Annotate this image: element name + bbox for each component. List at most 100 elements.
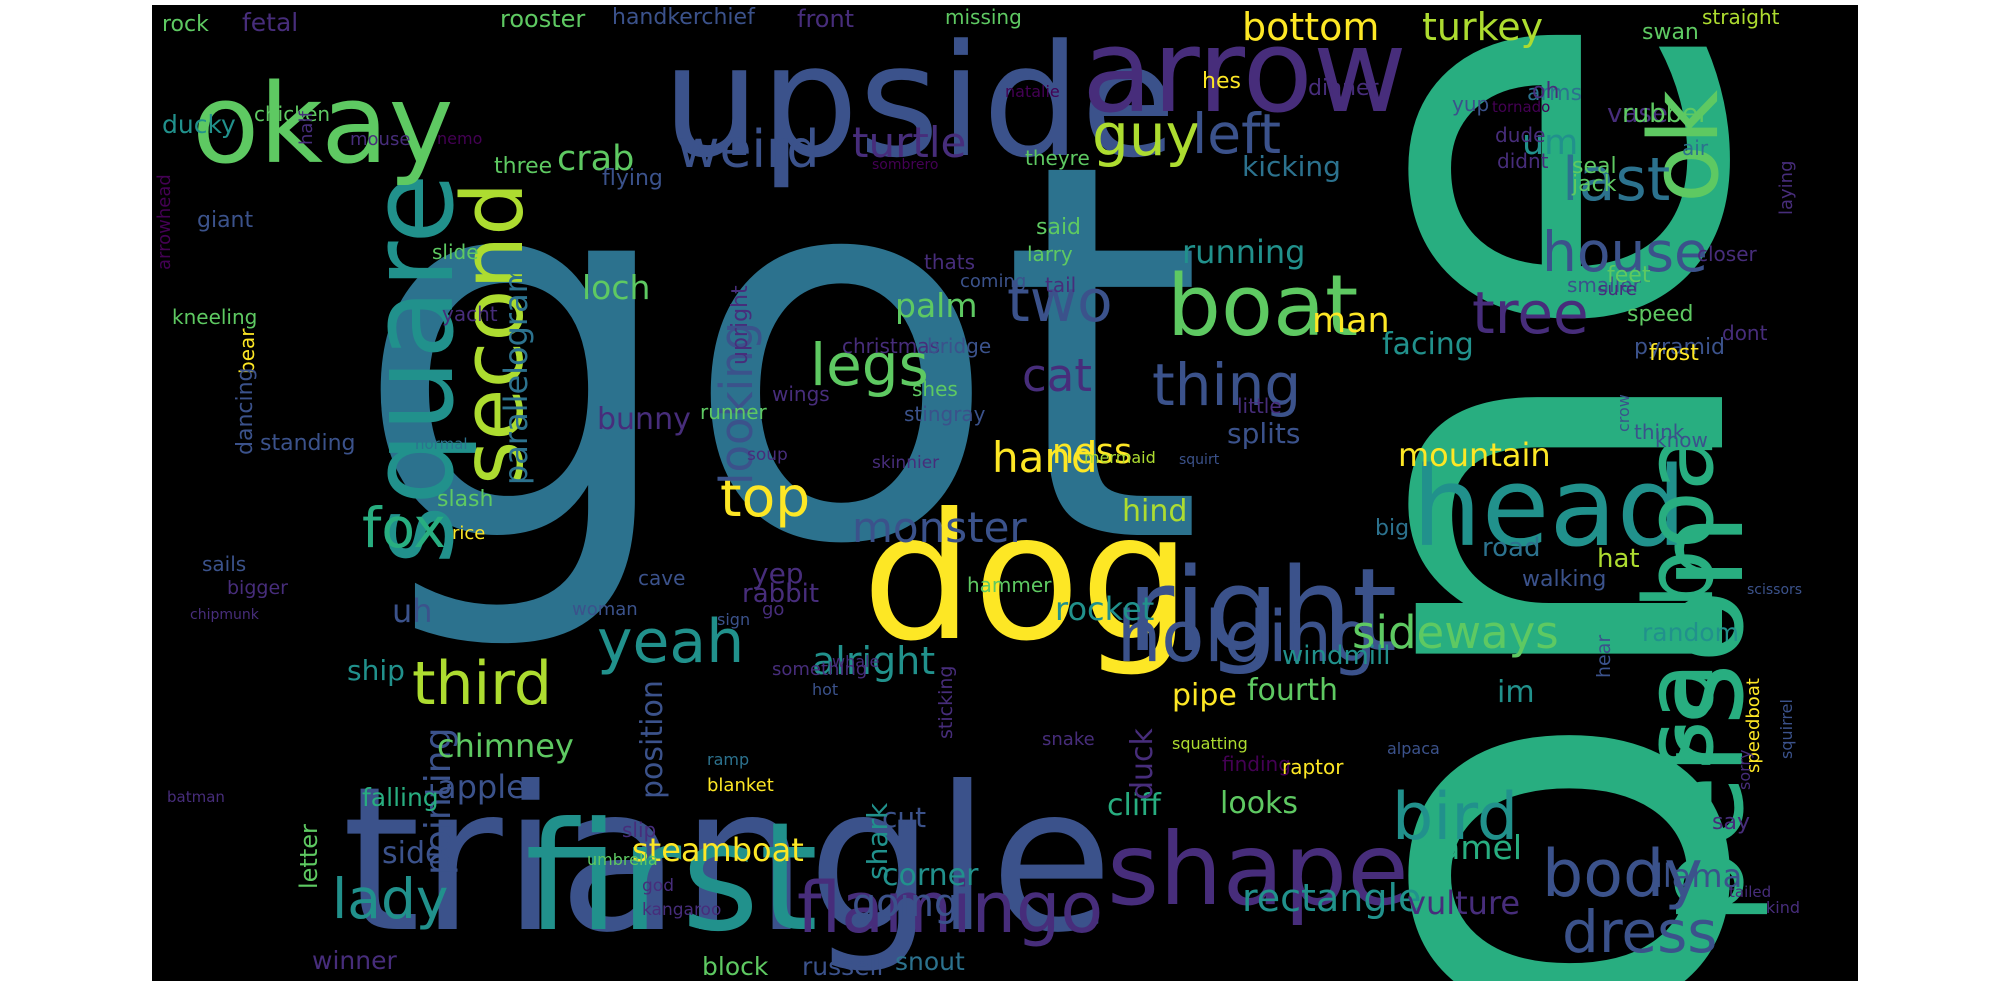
cloud-word-winner: winner xyxy=(312,946,397,975)
cloud-word-last: last xyxy=(1562,145,1670,215)
cloud-word-woman: woman xyxy=(572,599,638,620)
cloud-word-squirt: squirt xyxy=(1179,452,1220,468)
cloud-word-said: said xyxy=(1036,215,1081,240)
cloud-word-fox: fox xyxy=(362,496,446,560)
cloud-word-umbrella: umbrella xyxy=(587,850,658,869)
cloud-word-sign: sign xyxy=(717,610,750,629)
cloud-word-little: little xyxy=(1237,394,1282,418)
cloud-word-rubber: rubber xyxy=(1622,99,1709,129)
cloud-word-boat: boat xyxy=(1167,257,1358,356)
cloud-word-speedboat: speedboat xyxy=(1743,678,1764,773)
cloud-word-yacht: yacht xyxy=(442,302,498,326)
cloud-word-letter: letter xyxy=(295,824,323,889)
cloud-word-standing: standing xyxy=(260,431,356,456)
cloud-word-coming: coming xyxy=(960,271,1026,292)
cloud-word-arrow: arrow xyxy=(1082,5,1407,139)
cloud-word-arms: arms xyxy=(1527,81,1582,106)
cloud-word-bunny: bunny xyxy=(597,402,691,437)
cloud-word-rock: rock xyxy=(162,12,209,37)
cloud-word-bridge: bridge xyxy=(927,334,991,358)
cloud-word-camel: camel xyxy=(1422,828,1522,867)
cloud-word-arrowhead: arrowhead xyxy=(154,174,175,270)
cloud-word-kind: kind xyxy=(1766,898,1800,917)
cloud-word-tornado: tornado xyxy=(1492,98,1550,116)
cloud-word-ship: ship xyxy=(347,654,405,687)
cloud-word-cat: cat xyxy=(1022,349,1092,402)
cloud-word-third: third xyxy=(412,649,552,719)
cloud-word-second: second xyxy=(444,182,543,485)
cloud-word-natalie: natalie xyxy=(1005,82,1060,101)
cloud-word-alright: alright xyxy=(812,639,935,683)
cloud-word-looking: looking xyxy=(710,322,763,485)
cloud-word-person: person xyxy=(1632,514,1771,925)
cloud-word-straight: straight xyxy=(1702,5,1780,29)
cloud-word-wings: wings xyxy=(772,382,830,406)
cloud-word-swan: swan xyxy=(1642,20,1699,45)
cloud-word-side: side xyxy=(382,836,443,871)
cloud-word-um: um xyxy=(1522,123,1578,163)
cloud-word-hind: hind xyxy=(1122,494,1187,529)
cloud-word-ness: ness xyxy=(1052,432,1132,472)
cloud-word-guy: guy xyxy=(1092,101,1200,169)
cloud-word-squirrel: squirrel xyxy=(1777,699,1796,759)
cloud-word-man: man xyxy=(1312,301,1390,341)
cloud-word-hear: hear xyxy=(1593,635,1615,678)
cloud-word-road: road xyxy=(1482,533,1540,563)
cloud-word-frost: frost xyxy=(1649,341,1699,366)
cloud-word-tailed: tailed xyxy=(1729,883,1771,901)
cloud-word-top: top xyxy=(720,465,810,529)
cloud-word-thats: thats xyxy=(924,250,975,274)
cloud-word-sailboat: sailboat xyxy=(1625,396,1735,770)
cloud-word-hot: hot xyxy=(812,680,838,699)
cloud-word-batman: batman xyxy=(167,788,225,806)
cloud-word-random: random xyxy=(1642,618,1739,647)
cloud-word-running: running xyxy=(1182,233,1305,271)
cloud-word-first: first xyxy=(525,791,818,965)
cloud-word-russell: russell xyxy=(802,952,883,981)
cloud-word-front: front xyxy=(797,5,854,33)
cloud-word-turtle: turtle xyxy=(852,118,966,167)
cloud-word-theyre: theyre xyxy=(1025,146,1090,170)
cloud-word-chimney: chimney xyxy=(437,727,574,765)
cloud-word-upside: upside xyxy=(662,11,1176,192)
cloud-word-parallelogram: parallelogram xyxy=(497,262,535,485)
cloud-word-slide: slide xyxy=(432,240,479,264)
cloud-word-whale: whale xyxy=(832,652,879,671)
cloud-word-monster: monster xyxy=(852,503,1027,552)
cloud-word-dinner: dinner xyxy=(1308,76,1379,101)
cloud-word-dont: dont xyxy=(1722,321,1768,345)
cloud-word-sails: sails xyxy=(202,552,246,576)
cloud-word-rectangle: rectangle xyxy=(1242,876,1421,920)
cloud-word-cave: cave xyxy=(638,566,685,590)
cloud-word-flying: flying xyxy=(602,166,663,191)
cloud-word-blanket: blanket xyxy=(707,775,774,796)
cloud-word-speed: speed xyxy=(1627,302,1693,327)
cloud-word-triangle: triangle xyxy=(342,744,1113,977)
cloud-word-turkey: turkey xyxy=(1422,5,1543,49)
cloud-word-fourth: fourth xyxy=(1247,673,1338,708)
cloud-word-know: know xyxy=(1655,428,1708,452)
cloud-word-mountain: mountain xyxy=(1398,436,1551,474)
cloud-word-sorry: sorry xyxy=(1735,750,1754,790)
cloud-word-hand: hand xyxy=(992,433,1098,482)
cloud-word-jack: jack xyxy=(1571,172,1617,197)
cloud-word-three: three xyxy=(494,154,552,179)
cloud-word-body: body xyxy=(1542,837,1703,912)
cloud-word-giant: giant xyxy=(197,208,254,233)
cloud-word-christmas: christmas xyxy=(842,334,940,358)
cloud-word-left: left xyxy=(1192,102,1281,166)
cloud-word-vulture: vulture xyxy=(1407,884,1520,922)
cloud-word-dress: dress xyxy=(1562,898,1718,966)
cloud-word-smaller: smaller xyxy=(1567,273,1642,297)
cloud-word-hat: hat xyxy=(1597,544,1640,574)
cloud-word-didnt: didnt xyxy=(1497,149,1549,173)
cloud-word-block: block xyxy=(702,952,769,981)
cloud-word-sticking: sticking xyxy=(935,666,957,739)
cloud-word-god: god xyxy=(642,876,674,896)
cloud-word-dancing: dancing xyxy=(233,367,258,455)
cloud-word-larry: larry xyxy=(1027,242,1073,266)
cloud-word-chipmunk: chipmunk xyxy=(190,607,260,623)
cloud-word-ramp: ramp xyxy=(707,750,749,769)
